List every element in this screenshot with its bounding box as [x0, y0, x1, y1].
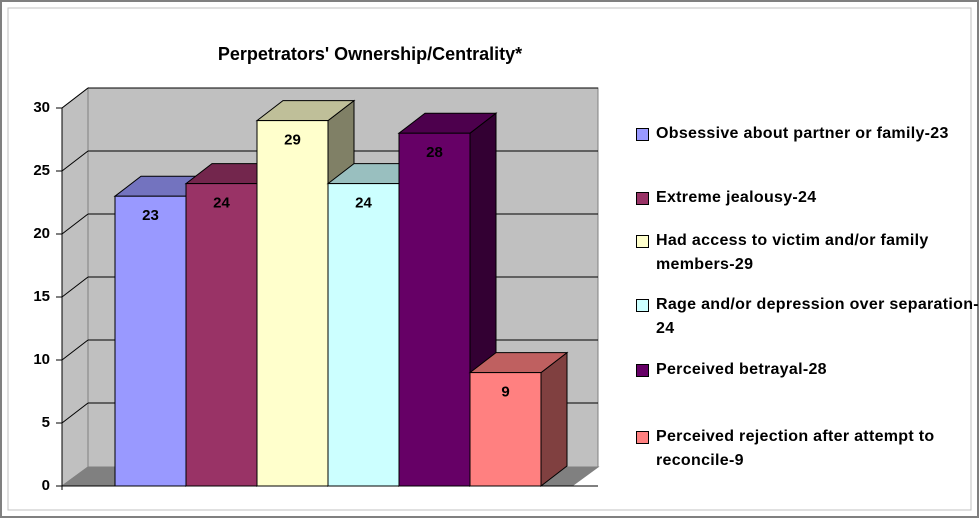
legend-swatch — [636, 128, 649, 141]
bar — [469, 372, 542, 487]
data-label: 29 — [284, 132, 301, 149]
legend-label: Extreme jealousy-24 — [656, 189, 817, 206]
grid-line — [61, 87, 89, 109]
legend-label: Obsessive about partner or family-23 — [656, 125, 949, 142]
bar — [114, 195, 187, 487]
bar — [256, 120, 329, 487]
chart-title: Perpetrators' Ownership/Centrality* — [218, 44, 522, 64]
legend-entry: Perceived rejection after attempt to rec… — [636, 425, 979, 473]
bar — [327, 183, 400, 487]
legend-swatch — [636, 235, 649, 248]
legend-entry: Perceived betrayal-28 — [636, 358, 979, 382]
legend-entry: Obsessive about partner or family-23 — [636, 122, 979, 146]
legend-swatch — [636, 364, 649, 377]
grid-line — [61, 402, 89, 424]
data-label: 28 — [426, 144, 443, 161]
legend-label: Rage and/or depression over separation-2… — [656, 296, 979, 337]
data-label: 24 — [213, 195, 230, 212]
bar — [398, 132, 471, 487]
inner-border — [7, 7, 972, 511]
legend-swatch — [636, 192, 649, 205]
y-tick-label: 25 — [33, 162, 50, 179]
grid-line — [61, 339, 89, 361]
legend-label: Had access to victim and/or family membe… — [656, 232, 929, 273]
data-label: 9 — [501, 384, 509, 401]
legend-label: Perceived rejection after attempt to rec… — [656, 428, 935, 469]
legend-swatch — [636, 299, 649, 312]
bar — [185, 183, 258, 487]
legend-swatch — [636, 431, 649, 444]
y-tick-label: 20 — [33, 225, 50, 242]
legend-entry: Rage and/or depression over separation-2… — [636, 293, 979, 341]
grid-line — [61, 276, 89, 298]
legend-label: Perceived betrayal-28 — [656, 361, 827, 378]
legend-entry: Extreme jealousy-24 — [636, 186, 979, 210]
y-tick-label: 10 — [33, 351, 50, 368]
legend-entry: Had access to victim and/or family membe… — [636, 229, 979, 277]
grid-line — [61, 213, 89, 235]
data-label: 23 — [142, 207, 159, 224]
y-tick-label: 15 — [33, 288, 50, 305]
y-tick-label: 0 — [42, 477, 50, 494]
bar-side — [540, 351, 568, 488]
y-tick-label: 30 — [33, 99, 50, 116]
y-tick-label: 5 — [42, 414, 50, 431]
data-label: 24 — [355, 195, 372, 212]
grid-line — [61, 150, 89, 172]
